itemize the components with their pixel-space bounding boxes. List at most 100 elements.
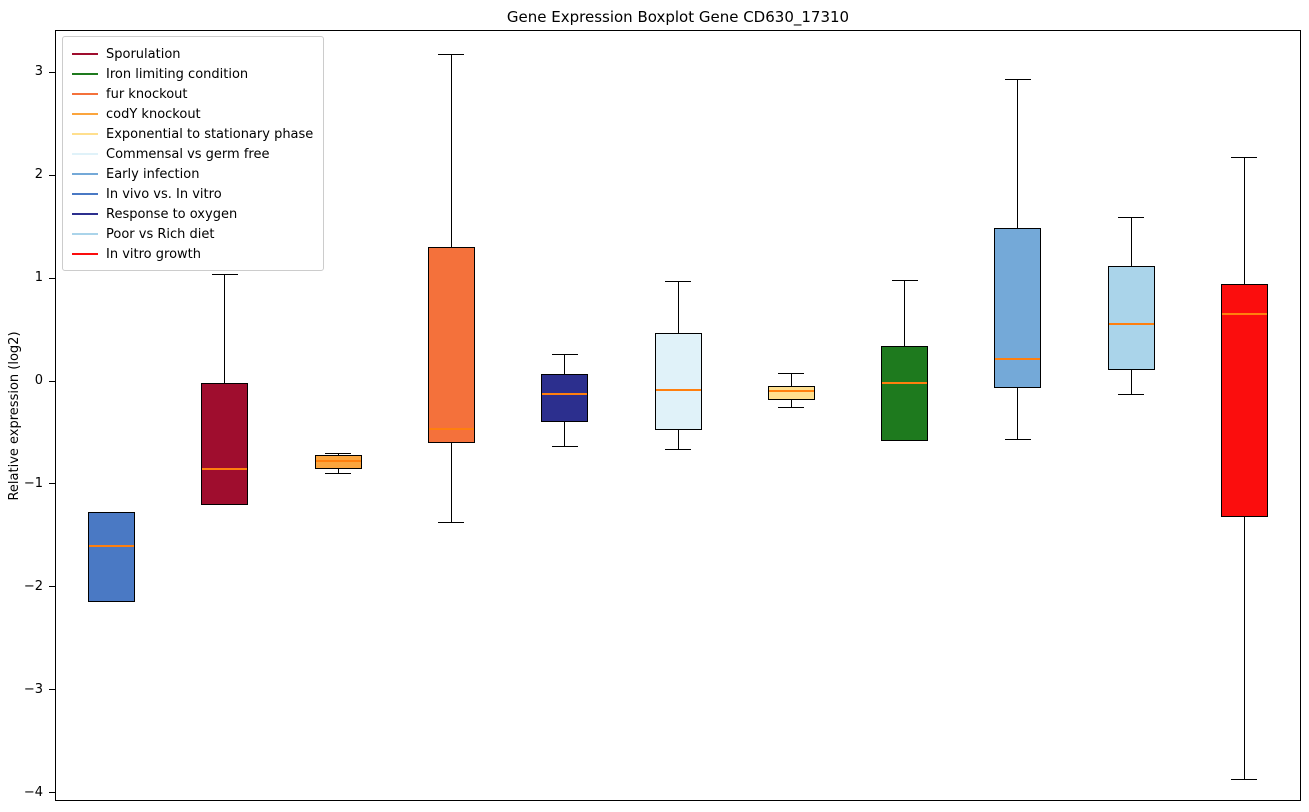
legend-item: codY knockout bbox=[72, 104, 313, 124]
legend-line-swatch bbox=[72, 133, 98, 135]
lower-whisker-cap bbox=[1118, 393, 1145, 395]
y-tick-label: 2 bbox=[34, 167, 43, 183]
lower-whisker-line bbox=[450, 442, 452, 523]
boxplot-box bbox=[88, 511, 136, 603]
legend-label: codY knockout bbox=[106, 106, 201, 122]
legend-label: Sporulation bbox=[106, 46, 181, 62]
upper-whisker-cap bbox=[1118, 216, 1145, 218]
upper-whisker-line bbox=[904, 280, 906, 346]
legend: Sporulation Iron limiting condition fur kn… bbox=[62, 36, 325, 271]
legend-label: Response to oxygen bbox=[106, 206, 238, 222]
y-tick-label: 1 bbox=[34, 270, 43, 286]
legend-item: Early infection bbox=[72, 164, 313, 184]
legend-label: In vitro growth bbox=[106, 246, 201, 262]
lower-whisker-line bbox=[1243, 516, 1245, 780]
median-line bbox=[428, 428, 474, 431]
y-tick-label: −2 bbox=[23, 578, 43, 594]
boxplot-box bbox=[881, 346, 929, 441]
legend-label: In vivo vs. In vitro bbox=[106, 186, 222, 202]
y-tick-label: 0 bbox=[34, 373, 43, 389]
upper-whisker-cap bbox=[778, 373, 805, 375]
legend-label: Iron limiting condition bbox=[106, 66, 249, 82]
boxplot-box bbox=[1107, 265, 1155, 370]
lower-whisker-line bbox=[564, 422, 566, 447]
upper-whisker-cap bbox=[211, 274, 238, 276]
legend-label: Commensal vs germ free bbox=[106, 146, 270, 162]
y-tick-mark bbox=[49, 71, 55, 73]
upper-whisker-cap bbox=[438, 54, 465, 56]
legend-label: fur knockout bbox=[106, 86, 188, 102]
legend-line-swatch bbox=[72, 253, 98, 255]
lower-whisker-cap bbox=[438, 521, 465, 523]
y-tick-label: 3 bbox=[34, 64, 43, 80]
lower-whisker-line bbox=[1017, 388, 1019, 440]
boxplot-box bbox=[201, 383, 249, 505]
legend-item: In vitro growth bbox=[72, 244, 313, 264]
median-line bbox=[89, 544, 135, 547]
median-line bbox=[768, 390, 814, 393]
y-tick-mark bbox=[49, 689, 55, 691]
y-axis-label: Relative expression (log2) bbox=[7, 331, 22, 501]
legend-item: Sporulation bbox=[72, 44, 313, 64]
legend-line-swatch bbox=[72, 233, 98, 235]
upper-whisker-line bbox=[1130, 217, 1132, 266]
legend-line-swatch bbox=[72, 193, 98, 195]
upper-whisker-line bbox=[1017, 79, 1019, 228]
upper-whisker-cap bbox=[891, 279, 918, 281]
legend-line-swatch bbox=[72, 173, 98, 175]
upper-whisker-line bbox=[224, 274, 226, 384]
upper-whisker-cap bbox=[1231, 157, 1258, 159]
legend-item: Response to oxygen bbox=[72, 204, 313, 224]
legend-item: Commensal vs germ free bbox=[72, 144, 313, 164]
upper-whisker-cap bbox=[325, 452, 352, 454]
upper-whisker-cap bbox=[665, 280, 691, 282]
y-tick-mark bbox=[49, 483, 55, 485]
y-tick-mark bbox=[49, 174, 55, 176]
legend-line-swatch bbox=[72, 113, 98, 115]
upper-whisker-cap bbox=[551, 353, 578, 355]
y-tick-mark bbox=[49, 586, 55, 588]
upper-whisker-line bbox=[337, 453, 339, 456]
boxplot-box bbox=[1220, 284, 1268, 517]
legend-line-swatch bbox=[72, 153, 98, 155]
legend-item: Iron limiting condition bbox=[72, 64, 313, 84]
boxplot-box bbox=[427, 247, 475, 443]
legend-line-swatch bbox=[72, 53, 98, 55]
median-line bbox=[882, 382, 928, 385]
median-line bbox=[202, 467, 248, 470]
lower-whisker-cap bbox=[1004, 439, 1031, 441]
legend-line-swatch bbox=[72, 93, 98, 95]
lower-whisker-line bbox=[1130, 369, 1132, 395]
boxplot-box bbox=[654, 332, 702, 431]
lower-whisker-cap bbox=[325, 473, 352, 475]
lower-whisker-cap bbox=[778, 407, 805, 409]
y-tick-label: −3 bbox=[23, 681, 43, 697]
lower-whisker-cap bbox=[551, 446, 578, 448]
lower-whisker-line bbox=[677, 430, 679, 450]
lower-whisker-line bbox=[337, 468, 339, 474]
upper-whisker-cap bbox=[1004, 78, 1031, 80]
lower-whisker-line bbox=[790, 399, 792, 408]
median-line bbox=[655, 389, 701, 392]
boxplot-box bbox=[541, 373, 589, 423]
legend-label: Poor vs Rich diet bbox=[106, 226, 215, 242]
lower-whisker-cap bbox=[665, 449, 691, 451]
legend-item: fur knockout bbox=[72, 84, 313, 104]
y-tick-mark bbox=[49, 380, 55, 382]
upper-whisker-line bbox=[564, 354, 566, 374]
legend-label: Exponential to stationary phase bbox=[106, 126, 314, 142]
legend-label: Early infection bbox=[106, 166, 200, 182]
legend-item: Exponential to stationary phase bbox=[72, 124, 313, 144]
upper-whisker-line bbox=[677, 281, 679, 333]
median-line bbox=[315, 460, 361, 463]
median-line bbox=[1108, 323, 1154, 326]
legend-item: Poor vs Rich diet bbox=[72, 224, 313, 244]
upper-whisker-line bbox=[1243, 157, 1245, 285]
median-line bbox=[542, 393, 588, 396]
lower-whisker-cap bbox=[1231, 778, 1258, 780]
median-line bbox=[1221, 313, 1267, 316]
upper-whisker-line bbox=[450, 54, 452, 248]
y-tick-label: −4 bbox=[23, 784, 43, 800]
y-tick-mark bbox=[49, 277, 55, 279]
